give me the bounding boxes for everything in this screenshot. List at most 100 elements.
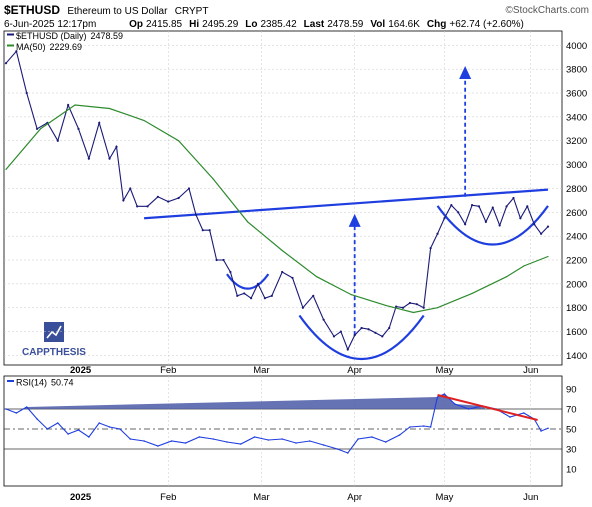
price-point — [505, 205, 508, 208]
ma50-point — [316, 276, 318, 278]
rsi-point — [170, 440, 173, 442]
symbol-label: $ETHUSD — [4, 3, 60, 17]
price-point — [208, 229, 211, 232]
price-point — [281, 270, 284, 274]
price-point — [236, 294, 239, 297]
price-point — [526, 205, 529, 208]
ma50-point — [5, 168, 7, 170]
price-point — [339, 330, 342, 333]
rsi-point — [281, 438, 283, 440]
rsi-point — [88, 436, 90, 438]
ma50-point — [505, 276, 508, 278]
rsi-point — [119, 428, 121, 430]
rsi-point — [267, 439, 270, 441]
instrument-name: Ethereum to US Dollar — [67, 6, 168, 17]
price-legend-entry: MA(50) 2229.69 — [16, 42, 82, 52]
price-point — [115, 145, 118, 148]
price-point — [270, 294, 273, 297]
rsi-point — [5, 408, 7, 410]
price-point — [312, 294, 315, 297]
price-series-line — [5, 50, 549, 351]
rsi-legend-name: RSI(14) — [16, 378, 47, 388]
price-tick-label: 4000 — [566, 41, 587, 52]
price-tick-label: 3000 — [566, 160, 587, 171]
rsi-point — [108, 426, 111, 428]
price-point — [122, 199, 125, 202]
quote-value-chg: +62.74 (+2.60%) — [449, 19, 524, 30]
rsi-point — [25, 406, 28, 408]
rsi-point — [322, 444, 325, 446]
rsi-panel: 10 30 50 70 90 RSI(14) 50.74 — [3, 375, 577, 487]
price-point — [388, 326, 391, 330]
price-point — [4, 62, 8, 65]
quote-label-vol: Vol — [370, 19, 385, 30]
rsi-tick-label: 10 — [566, 465, 577, 476]
rsi-panel-frame — [3, 375, 563, 487]
ma50-point — [178, 140, 180, 142]
price-point — [229, 270, 232, 274]
price-tick-label: 2000 — [566, 279, 587, 290]
quote-value-hi: 2495.29 — [202, 19, 239, 30]
chart-header-title: $ETHUSD Ethereum to US Dollar CRYPT — [4, 3, 208, 17]
price-point — [15, 50, 18, 53]
quote-value-last: 2478.59 — [327, 19, 364, 30]
ma50-point — [247, 221, 249, 223]
price-point — [519, 217, 522, 220]
rsi-point — [239, 443, 242, 445]
quote-value-lo: 2385.42 — [261, 19, 298, 30]
rsi-point — [443, 393, 446, 395]
price-point — [443, 217, 446, 220]
rsi-point — [77, 429, 80, 431]
price-tick-label: 1800 — [566, 303, 587, 314]
rsi-point — [98, 422, 101, 424]
price-point — [187, 187, 191, 190]
price-point — [464, 223, 467, 226]
rsi-point — [308, 440, 311, 442]
price-tick-label: 3200 — [566, 136, 587, 147]
price-point — [56, 139, 59, 142]
neckline-trendline — [144, 188, 549, 220]
rsi-point — [295, 442, 297, 444]
price-point — [533, 223, 536, 226]
price-point — [491, 206, 494, 209]
rsi-x-tick-label: 2025 — [70, 492, 92, 503]
price-x-tick-label: Jun — [523, 365, 538, 376]
price-point — [215, 258, 218, 262]
rsi-point — [67, 433, 69, 435]
price-x-tick-label: 2025 — [70, 365, 92, 376]
price-point — [477, 205, 481, 208]
quote-label-lo: Lo — [245, 19, 257, 30]
price-legend-value: 2229.69 — [50, 42, 83, 52]
rsi-point — [129, 438, 132, 440]
rsi-point — [336, 448, 339, 450]
ma50-point — [471, 292, 473, 295]
price-point — [408, 301, 412, 305]
price-tick-label: 3800 — [566, 65, 587, 76]
price-x-tick-label: Apr — [347, 365, 362, 376]
rsi-point — [467, 408, 470, 410]
price-point — [346, 348, 349, 351]
rsi-point — [143, 440, 145, 442]
rsi-point — [398, 434, 401, 436]
price-tick-label: 1400 — [566, 351, 587, 362]
price-point — [498, 224, 501, 227]
rsi-point — [409, 426, 411, 428]
price-legend-swatch — [7, 33, 14, 36]
price-point — [146, 205, 149, 208]
price-point — [108, 157, 111, 160]
rsi-point — [547, 427, 549, 430]
price-point — [67, 103, 70, 107]
quote-label-chg: Chg — [427, 19, 446, 30]
price-point — [353, 334, 356, 337]
rsi-overbought-fill — [23, 394, 486, 409]
price-point — [194, 213, 197, 216]
source-credit: ©StockCharts.com — [505, 5, 589, 16]
ma50-point — [547, 255, 549, 258]
price-point — [156, 195, 159, 198]
rsi-point — [46, 428, 49, 430]
quote-label-op: Op — [129, 19, 143, 30]
rsi-tick-label: 30 — [566, 445, 577, 456]
price-point — [256, 282, 260, 285]
price-point — [457, 211, 460, 214]
price-point — [129, 187, 132, 190]
